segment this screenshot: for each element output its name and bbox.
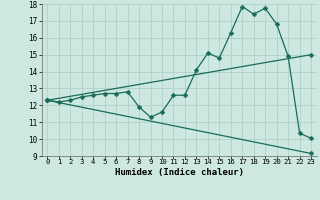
X-axis label: Humidex (Indice chaleur): Humidex (Indice chaleur) xyxy=(115,168,244,177)
